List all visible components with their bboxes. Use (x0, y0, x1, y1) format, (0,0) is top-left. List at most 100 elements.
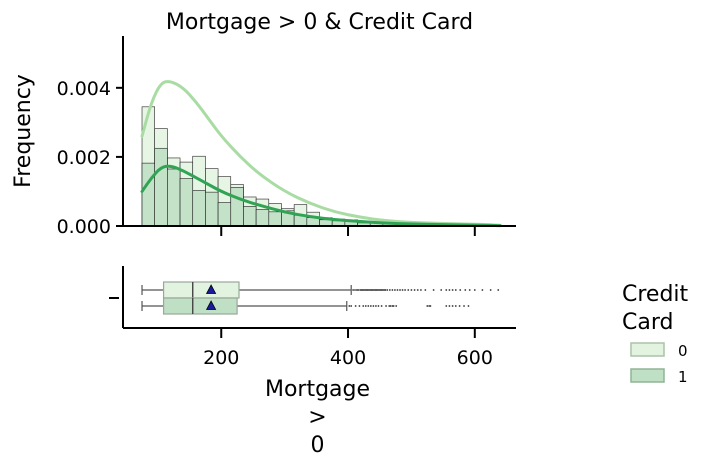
outlier-0-2 (355, 289, 358, 291)
outlier-0-38 (424, 289, 427, 291)
outlier-1-4 (362, 305, 365, 307)
bar-series-1-bin-7 (230, 187, 244, 227)
outlier-0-25 (386, 289, 389, 291)
legend-label-0: 0 (678, 342, 688, 360)
outlier-1-21 (445, 305, 448, 307)
outlier-0-46 (464, 289, 467, 291)
outlier-0-51 (497, 289, 500, 291)
outlier-0-49 (481, 289, 484, 291)
outlier-0-15 (373, 289, 375, 291)
outlier-1-0 (348, 305, 351, 307)
outlier-0-18 (376, 289, 379, 291)
outlier-1-27 (467, 305, 470, 307)
bar-series-1-bin-3 (179, 178, 194, 227)
outlier-0-30 (399, 289, 401, 291)
outlier-0-43 (451, 289, 454, 291)
outlier-0-8 (364, 289, 367, 291)
outlier-1-10 (377, 305, 380, 307)
bar-series-1-bin-9 (255, 209, 270, 227)
outlier-1-17 (395, 305, 398, 307)
box-x-label: Mortgage >0 (265, 377, 370, 458)
hist-ytick-label-0: 0.000 (57, 216, 111, 238)
outlier-0-48 (473, 289, 476, 291)
outlier-1-6 (367, 305, 370, 307)
outlier-0-9 (365, 289, 368, 291)
outlier-1-23 (451, 305, 454, 307)
outlier-1-24 (454, 305, 457, 307)
hist-y-label: Frequency (11, 74, 36, 188)
outlier-0-47 (468, 289, 471, 291)
outlier-0-41 (445, 289, 448, 291)
outlier-0-45 (459, 289, 462, 291)
outlier-0-42 (448, 289, 451, 291)
outlier-1-8 (372, 305, 375, 307)
outlier-0-35 (413, 289, 416, 291)
outlier-0-50 (489, 289, 492, 291)
outlier-1-9 (375, 305, 377, 307)
outlier-0-34 (410, 289, 413, 291)
outlier-0-36 (416, 289, 419, 291)
bar-series-1-bin-2 (167, 168, 181, 227)
outlier-0-33 (407, 289, 410, 291)
outlier-0-21 (380, 289, 383, 291)
outlier-0-6 (361, 289, 364, 291)
outlier-0-26 (388, 289, 391, 291)
legend-label-1: 1 (678, 368, 688, 386)
outlier-0-17 (375, 289, 378, 291)
outlier-0-27 (391, 289, 394, 291)
legend-swatch-0 (630, 342, 665, 357)
box-0 (162, 281, 240, 299)
outlier-0-20 (379, 289, 382, 291)
outlier-1-7 (369, 305, 372, 307)
outlier-1-16 (392, 305, 395, 307)
outlier-0-28 (394, 289, 396, 291)
outlier-1-14 (389, 305, 392, 307)
outlier-0-44 (454, 289, 457, 291)
outlier-0-11 (368, 289, 370, 291)
outlier-1-13 (388, 305, 391, 307)
outlier-0-4 (359, 289, 361, 291)
box-series-1 (141, 297, 470, 315)
outlier-0-37 (420, 289, 422, 291)
outlier-0-19 (378, 289, 380, 291)
bar-series-1-bin-5 (205, 191, 219, 227)
box-xtick-label-2: 600 (457, 347, 493, 369)
outlier-0-23 (383, 289, 386, 291)
outlier-1-2 (354, 305, 357, 307)
outlier-0-7 (362, 289, 365, 291)
outlier-1-15 (391, 305, 394, 307)
outlier-0-16 (374, 289, 377, 291)
outlier-0-39 (432, 289, 435, 291)
outlier-0-22 (381, 289, 384, 291)
histogram-panel: Mortgage > 0 & Credit Card 0.000 0.002 0.00… (11, 10, 516, 238)
box-xtick-label-0: 200 (203, 347, 239, 369)
outlier-0-29 (396, 289, 399, 291)
legend-title: Credit Card (622, 282, 689, 335)
mean-marker-0 (205, 284, 217, 294)
bar-series-1-bin-10 (268, 211, 282, 227)
outlier-1-12 (385, 305, 387, 307)
outlier-0-24 (384, 289, 387, 291)
box-series-0 (141, 281, 500, 299)
boxplot-panel: 200 400 600 Mortgage >0 (109, 266, 516, 458)
outlier-0-3 (357, 289, 360, 291)
legend: Credit Card 0 1 (622, 282, 689, 386)
outlier-1-11 (380, 305, 383, 307)
outlier-1-3 (358, 305, 361, 307)
outlier-1-5 (364, 305, 367, 307)
outlier-1-26 (463, 305, 465, 307)
outlier-0-13 (370, 289, 373, 291)
outlier-1-22 (448, 305, 451, 307)
outlier-0-12 (369, 289, 372, 291)
bar-series-1-bin-0 (141, 162, 155, 227)
mean-marker-1 (205, 300, 217, 310)
bar-series-1-bin-1 (154, 147, 168, 227)
outlier-1-20 (429, 305, 432, 307)
outlier-0-40 (440, 289, 443, 291)
outlier-0-14 (371, 289, 374, 291)
bar-series-1-bin-4 (192, 190, 206, 227)
outlier-1-1 (350, 305, 353, 307)
outlier-0-0 (352, 289, 354, 291)
outlier-1-25 (458, 305, 461, 307)
